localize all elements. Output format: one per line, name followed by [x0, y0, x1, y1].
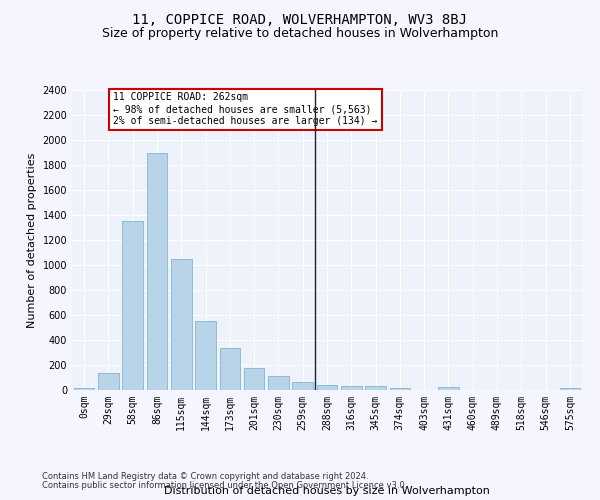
Bar	[317, 385, 337, 390]
Bar	[365, 386, 386, 390]
Bar	[74, 388, 94, 390]
Bar	[268, 376, 289, 390]
Bar	[341, 386, 362, 390]
Bar	[560, 388, 580, 390]
Bar	[438, 387, 459, 390]
Bar	[220, 348, 240, 390]
Text: Size of property relative to detached houses in Wolverhampton: Size of property relative to detached ho…	[102, 28, 498, 40]
Bar	[244, 368, 265, 390]
Bar	[122, 221, 143, 390]
Bar	[146, 152, 167, 390]
X-axis label: Distribution of detached houses by size in Wolverhampton: Distribution of detached houses by size …	[164, 486, 490, 496]
Text: 11, COPPICE ROAD, WOLVERHAMPTON, WV3 8BJ: 11, COPPICE ROAD, WOLVERHAMPTON, WV3 8BJ	[133, 12, 467, 26]
Text: Contains public sector information licensed under the Open Government Licence v3: Contains public sector information licen…	[42, 481, 407, 490]
Text: 11 COPPICE ROAD: 262sqm
← 98% of detached houses are smaller (5,563)
2% of semi-: 11 COPPICE ROAD: 262sqm ← 98% of detache…	[113, 92, 377, 126]
Bar	[98, 373, 119, 390]
Bar	[292, 382, 313, 390]
Text: Contains HM Land Registry data © Crown copyright and database right 2024.: Contains HM Land Registry data © Crown c…	[42, 472, 368, 481]
Bar	[389, 388, 410, 390]
Y-axis label: Number of detached properties: Number of detached properties	[27, 152, 37, 328]
Bar	[195, 322, 216, 390]
Bar	[171, 259, 191, 390]
